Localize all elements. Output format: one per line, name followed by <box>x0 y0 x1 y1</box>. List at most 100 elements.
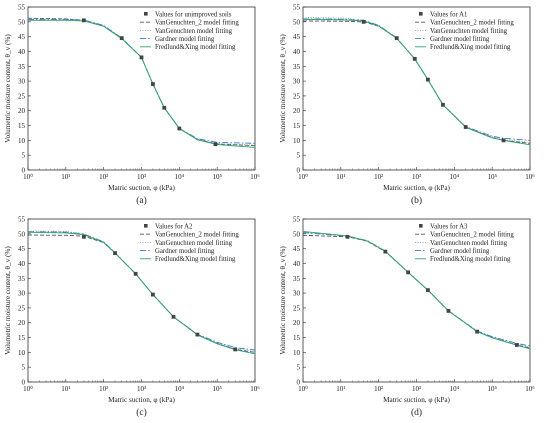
y-tick-label: 35 <box>293 275 301 283</box>
y-tick-label: 55 <box>18 4 26 12</box>
x-axis-label: Matric suction, φ (kPa) <box>383 396 450 404</box>
y-tick-label: 45 <box>293 33 301 41</box>
y-tick-label: 55 <box>18 216 26 224</box>
legend-label: Fredlund&Xing model fitting <box>155 256 236 263</box>
y-tick-label: 35 <box>18 275 26 283</box>
x-tick-label: 10⁶ <box>250 173 260 181</box>
series-line <box>27 230 256 352</box>
x-tick-label: 10⁵ <box>212 385 222 393</box>
y-tick-label: 20 <box>18 107 26 115</box>
data-point <box>133 271 138 276</box>
x-tick-label: 10⁵ <box>487 173 497 181</box>
legend-label: Values for unimproved soils <box>155 11 232 18</box>
data-point <box>345 234 350 239</box>
legend-label: Gardner model fitting <box>155 36 215 43</box>
legend-marker <box>144 224 148 228</box>
series-line <box>27 231 256 351</box>
x-axis-label: Matric suction, φ (kPa) <box>108 396 175 404</box>
series-line <box>302 16 531 143</box>
data-point <box>446 308 451 313</box>
data-point <box>162 105 167 110</box>
x-tick-label: 10⁴ <box>450 385 460 393</box>
y-tick-label: 30 <box>293 78 301 86</box>
series-line <box>28 19 256 148</box>
legend-label: Values for A3 <box>430 223 468 230</box>
chart-panel-b: 0 5 10 15 20 25 30 35 40 45 50 55 10⁰ 10¹ 10² 10³ 10⁴ 10⁵… <box>279 4 535 207</box>
data-point <box>406 270 411 275</box>
y-tick-label: 5 <box>22 152 26 160</box>
data-point <box>514 343 519 347</box>
y-tick-label: 40 <box>293 48 301 56</box>
y-tick-label: 55 <box>293 4 301 12</box>
y-tick-label: 50 <box>18 18 26 26</box>
y-tick-label: 20 <box>293 319 301 327</box>
data-point <box>383 249 388 254</box>
legend-label: VanGenuchten_2 model fitting <box>430 232 514 239</box>
data-point <box>233 347 238 352</box>
x-tick-label: 10³ <box>412 385 421 393</box>
x-tick-label: 10⁰ <box>23 173 33 181</box>
x-tick-label: 10⁰ <box>298 385 308 393</box>
legend-marker <box>144 12 148 16</box>
y-tick-label: 10 <box>293 137 301 145</box>
x-tick-label: 10⁵ <box>212 173 222 181</box>
legend-label: Fredlund&Xing model fitting <box>430 44 511 51</box>
y-tick-label: 25 <box>18 92 26 100</box>
data-point <box>177 126 182 131</box>
data-point <box>394 36 399 41</box>
y-tick-label: 10 <box>18 137 26 145</box>
data-point <box>150 82 155 86</box>
series-line <box>302 20 531 144</box>
chart-panel-d: 0 5 10 15 20 25 30 35 40 45 50 55 10⁰ 10¹ 10² 10³ 10⁴ 10⁵… <box>279 216 535 419</box>
y-tick-label: 40 <box>18 260 26 268</box>
y-tick-label: 15 <box>293 122 301 130</box>
y-tick-label: 5 <box>22 364 26 372</box>
legend-marker <box>419 224 423 228</box>
data-point <box>139 55 144 60</box>
x-tick-label: 10³ <box>412 173 421 181</box>
series-line <box>27 234 256 353</box>
y-tick-label: 40 <box>293 260 301 268</box>
panel-label: (c) <box>136 407 147 418</box>
y-tick-label: 15 <box>18 122 26 130</box>
legend-label: Fredlund&Xing model fitting <box>155 44 236 51</box>
x-tick-label: 10⁰ <box>23 385 33 393</box>
x-axis-label: Matric suction, φ (kPa) <box>383 184 450 192</box>
y-tick-label: 50 <box>293 230 301 238</box>
legend-label: Fredlund&Xing model fitting <box>430 256 511 263</box>
data-point <box>113 251 117 255</box>
x-tick-label: 10⁶ <box>525 173 535 181</box>
x-tick-label: 10² <box>374 173 383 181</box>
y-tick-label: 45 <box>293 245 301 253</box>
y-tick-label: 0 <box>297 167 301 175</box>
x-tick-label: 10³ <box>137 173 146 181</box>
y-tick-label: 50 <box>293 18 301 26</box>
y-tick-label: 30 <box>293 290 301 298</box>
x-tick-label: 10⁰ <box>298 173 308 181</box>
y-tick-label: 55 <box>293 216 301 224</box>
y-axis-label: Volumetric moisture content, θ_v (%) <box>4 34 12 143</box>
series-line <box>28 19 256 144</box>
data-point <box>463 125 468 129</box>
y-tick-label: 10 <box>293 349 301 357</box>
legend-label: VanGenuchten_2 model fitting <box>155 20 239 27</box>
x-tick-label: 10² <box>374 385 383 393</box>
y-axis-label: Volumetric moisture content, θ_v (%) <box>4 246 12 355</box>
legend-label: VanGenuchten_2 model fitting <box>155 232 239 239</box>
data-point <box>213 142 218 147</box>
series-line <box>302 18 531 141</box>
x-tick-label: 10¹ <box>61 385 70 393</box>
y-tick-label: 0 <box>297 379 301 387</box>
series-line <box>302 231 531 350</box>
y-tick-label: 50 <box>18 230 26 238</box>
x-tick-label: 10⁴ <box>450 173 460 181</box>
y-tick-label: 5 <box>297 364 301 372</box>
x-tick-label: 10² <box>99 173 108 181</box>
x-tick-label: 10⁴ <box>175 385 185 393</box>
legend-label: VanGenuchten model fitting <box>155 240 233 247</box>
y-tick-label: 45 <box>18 33 26 41</box>
y-tick-label: 5 <box>297 152 301 160</box>
panel-label: (b) <box>411 195 422 206</box>
legend-label: Values for A2 <box>155 223 193 230</box>
